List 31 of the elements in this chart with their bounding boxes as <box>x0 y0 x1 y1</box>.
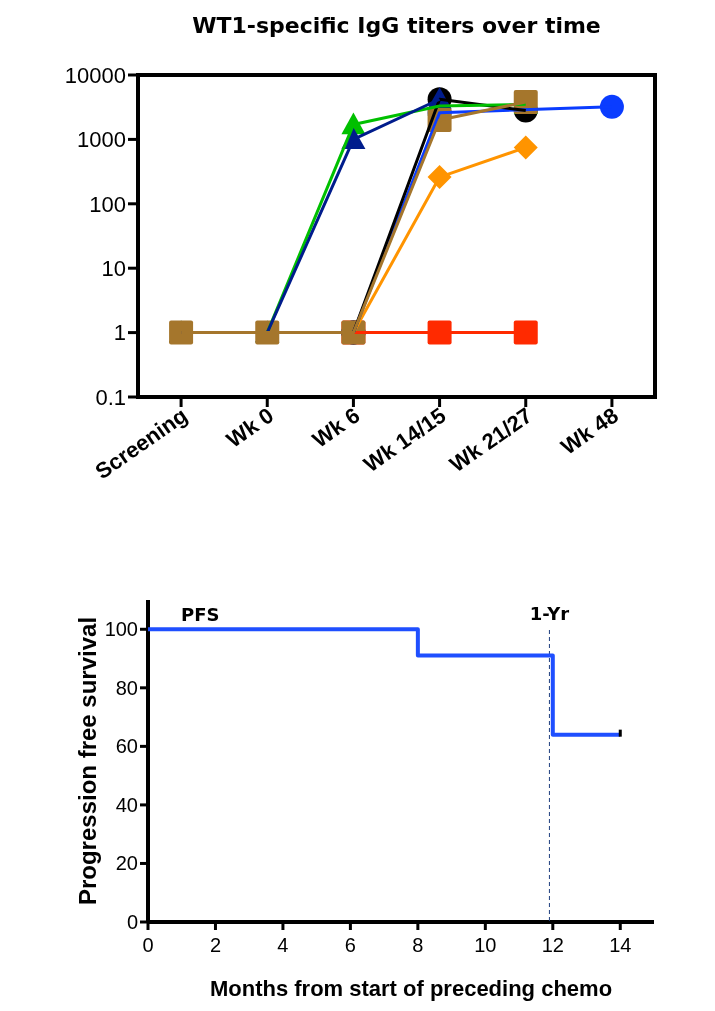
y-tick-label: 100 <box>89 191 126 217</box>
series-label: PFS <box>181 604 220 626</box>
x-tick-label: 12 <box>541 934 564 956</box>
x-tick-label: 2 <box>209 934 222 956</box>
y-tick-label: 20 <box>115 852 138 875</box>
x-axis-title: Months from start of preceding chemo <box>209 976 613 1001</box>
x-tick-label: 14 <box>609 934 632 956</box>
point <box>513 320 538 345</box>
x-tick-label: 4 <box>277 934 289 956</box>
y-tick-label: 1000 <box>77 127 126 153</box>
y-tick-label: 80 <box>115 676 138 699</box>
y-axis-title: Progression free survival <box>74 616 101 906</box>
x-tick-label: 6 <box>344 934 356 956</box>
y-tick-label: 10000 <box>64 62 126 88</box>
y-tick-label: 100 <box>104 618 138 641</box>
x-tick-label: Wk 48 <box>556 402 623 460</box>
y-tick-label: 1 <box>113 320 126 346</box>
point <box>599 94 624 119</box>
y-tick-label: 0.1 <box>95 384 126 410</box>
x-tick-label: 8 <box>412 934 424 956</box>
y-tick-label: 40 <box>115 793 138 816</box>
x-tick-label: 0 <box>142 934 154 956</box>
y-tick-label: 10 <box>101 255 126 281</box>
ref-line-label: 1-Yr <box>529 603 570 624</box>
chart-title: WT1-specific IgG titers over time <box>192 13 601 38</box>
x-tick-label: Wk 0 <box>221 402 279 453</box>
y-tick-label: 60 <box>115 735 138 758</box>
y-tick-label: 0 <box>126 911 138 933</box>
x-tick-label: 10 <box>474 934 497 956</box>
x-tick-label: Wk 6 <box>307 402 365 453</box>
point <box>513 135 538 160</box>
